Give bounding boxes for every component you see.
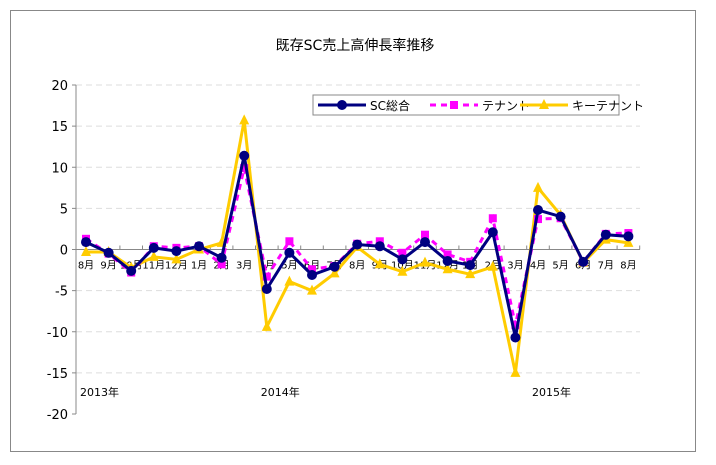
- data-point: [329, 261, 340, 272]
- x-tick-label: 3月: [236, 260, 252, 272]
- data-point: [397, 254, 408, 265]
- data-point: [261, 320, 272, 331]
- data-point: [539, 99, 549, 109]
- legend-label: SC総合: [370, 98, 410, 113]
- data-point: [510, 366, 521, 377]
- y-tick-label: 20: [51, 79, 68, 94]
- data-point: [398, 248, 407, 257]
- data-point: [285, 237, 294, 246]
- y-tick-label: 15: [51, 120, 68, 135]
- y-tick-label: 10: [51, 161, 68, 176]
- y-tick-label: -10: [47, 326, 68, 341]
- year-label: 2013年: [80, 385, 119, 399]
- chart-title: 既存SC売上高伸長率推移: [276, 37, 435, 54]
- chart-frame: [10, 10, 696, 452]
- x-tick-label: 8月: [78, 260, 94, 272]
- data-point: [329, 267, 340, 278]
- data-point: [450, 101, 458, 109]
- data-point: [217, 260, 226, 269]
- data-point: [126, 265, 137, 276]
- x-tick-label: 1月: [191, 260, 207, 272]
- x-tick-label: 5月: [281, 260, 297, 272]
- data-point: [171, 246, 182, 257]
- data-point: [374, 258, 385, 269]
- data-point: [488, 214, 497, 223]
- data-point: [194, 241, 204, 252]
- x-tick-label: 8月: [349, 260, 365, 272]
- data-point: [148, 250, 159, 261]
- y-tick-label: -20: [47, 408, 68, 423]
- x-tick-label: 12月: [165, 260, 188, 272]
- legend-label: テナント: [482, 99, 530, 113]
- data-point: [171, 253, 182, 264]
- data-point: [510, 332, 521, 343]
- x-tick-label: 3月: [507, 260, 523, 272]
- data-point: [81, 237, 91, 248]
- data-point: [397, 265, 408, 276]
- x-tick-label: 5月: [552, 260, 568, 272]
- year-label: 2015年: [532, 385, 571, 399]
- year-label: 2014年: [261, 385, 300, 399]
- legend-label: キーテナント: [572, 99, 644, 113]
- data-point: [262, 272, 271, 281]
- data-point: [148, 242, 159, 253]
- data-point: [534, 215, 542, 224]
- data-point: [533, 205, 543, 216]
- data-point: [81, 245, 91, 256]
- data-point: [103, 247, 114, 258]
- data-point: [374, 241, 385, 252]
- data-point: [600, 229, 611, 240]
- data-point: [337, 100, 347, 110]
- x-tick-label: 7月: [598, 260, 614, 272]
- data-point: [443, 250, 452, 259]
- data-point: [352, 239, 363, 250]
- data-point: [533, 181, 543, 192]
- data-point: [442, 256, 453, 267]
- data-point: [623, 236, 634, 247]
- y-tick-label: 0: [60, 244, 68, 259]
- data-point: [239, 150, 250, 161]
- series-0: [81, 150, 634, 343]
- y-tick-label: 5: [60, 202, 68, 217]
- data-point: [465, 268, 476, 279]
- data-point: [555, 211, 566, 222]
- data-point: [284, 247, 295, 258]
- data-point: [421, 230, 429, 239]
- data-point: [239, 114, 250, 125]
- x-tick-label: 11月: [142, 260, 165, 272]
- data-point: [307, 284, 317, 295]
- data-point: [465, 260, 476, 271]
- data-point: [240, 164, 249, 173]
- data-point: [578, 256, 589, 267]
- data-point: [487, 227, 498, 238]
- data-point: [623, 231, 634, 242]
- data-point: [308, 265, 316, 274]
- x-tick-label: 4月: [530, 260, 546, 272]
- data-point: [284, 275, 295, 286]
- data-point: [487, 260, 498, 271]
- data-point: [511, 321, 520, 330]
- x-tick-label: 9月: [100, 260, 116, 272]
- data-point: [442, 263, 453, 274]
- data-point: [261, 283, 272, 294]
- data-point: [420, 256, 430, 267]
- y-tick-label: -15: [47, 367, 68, 382]
- data-point: [216, 252, 227, 263]
- x-tick-label: 8月: [620, 260, 636, 272]
- data-point: [307, 269, 317, 280]
- data-point: [420, 237, 430, 248]
- y-tick-label: -5: [55, 285, 68, 300]
